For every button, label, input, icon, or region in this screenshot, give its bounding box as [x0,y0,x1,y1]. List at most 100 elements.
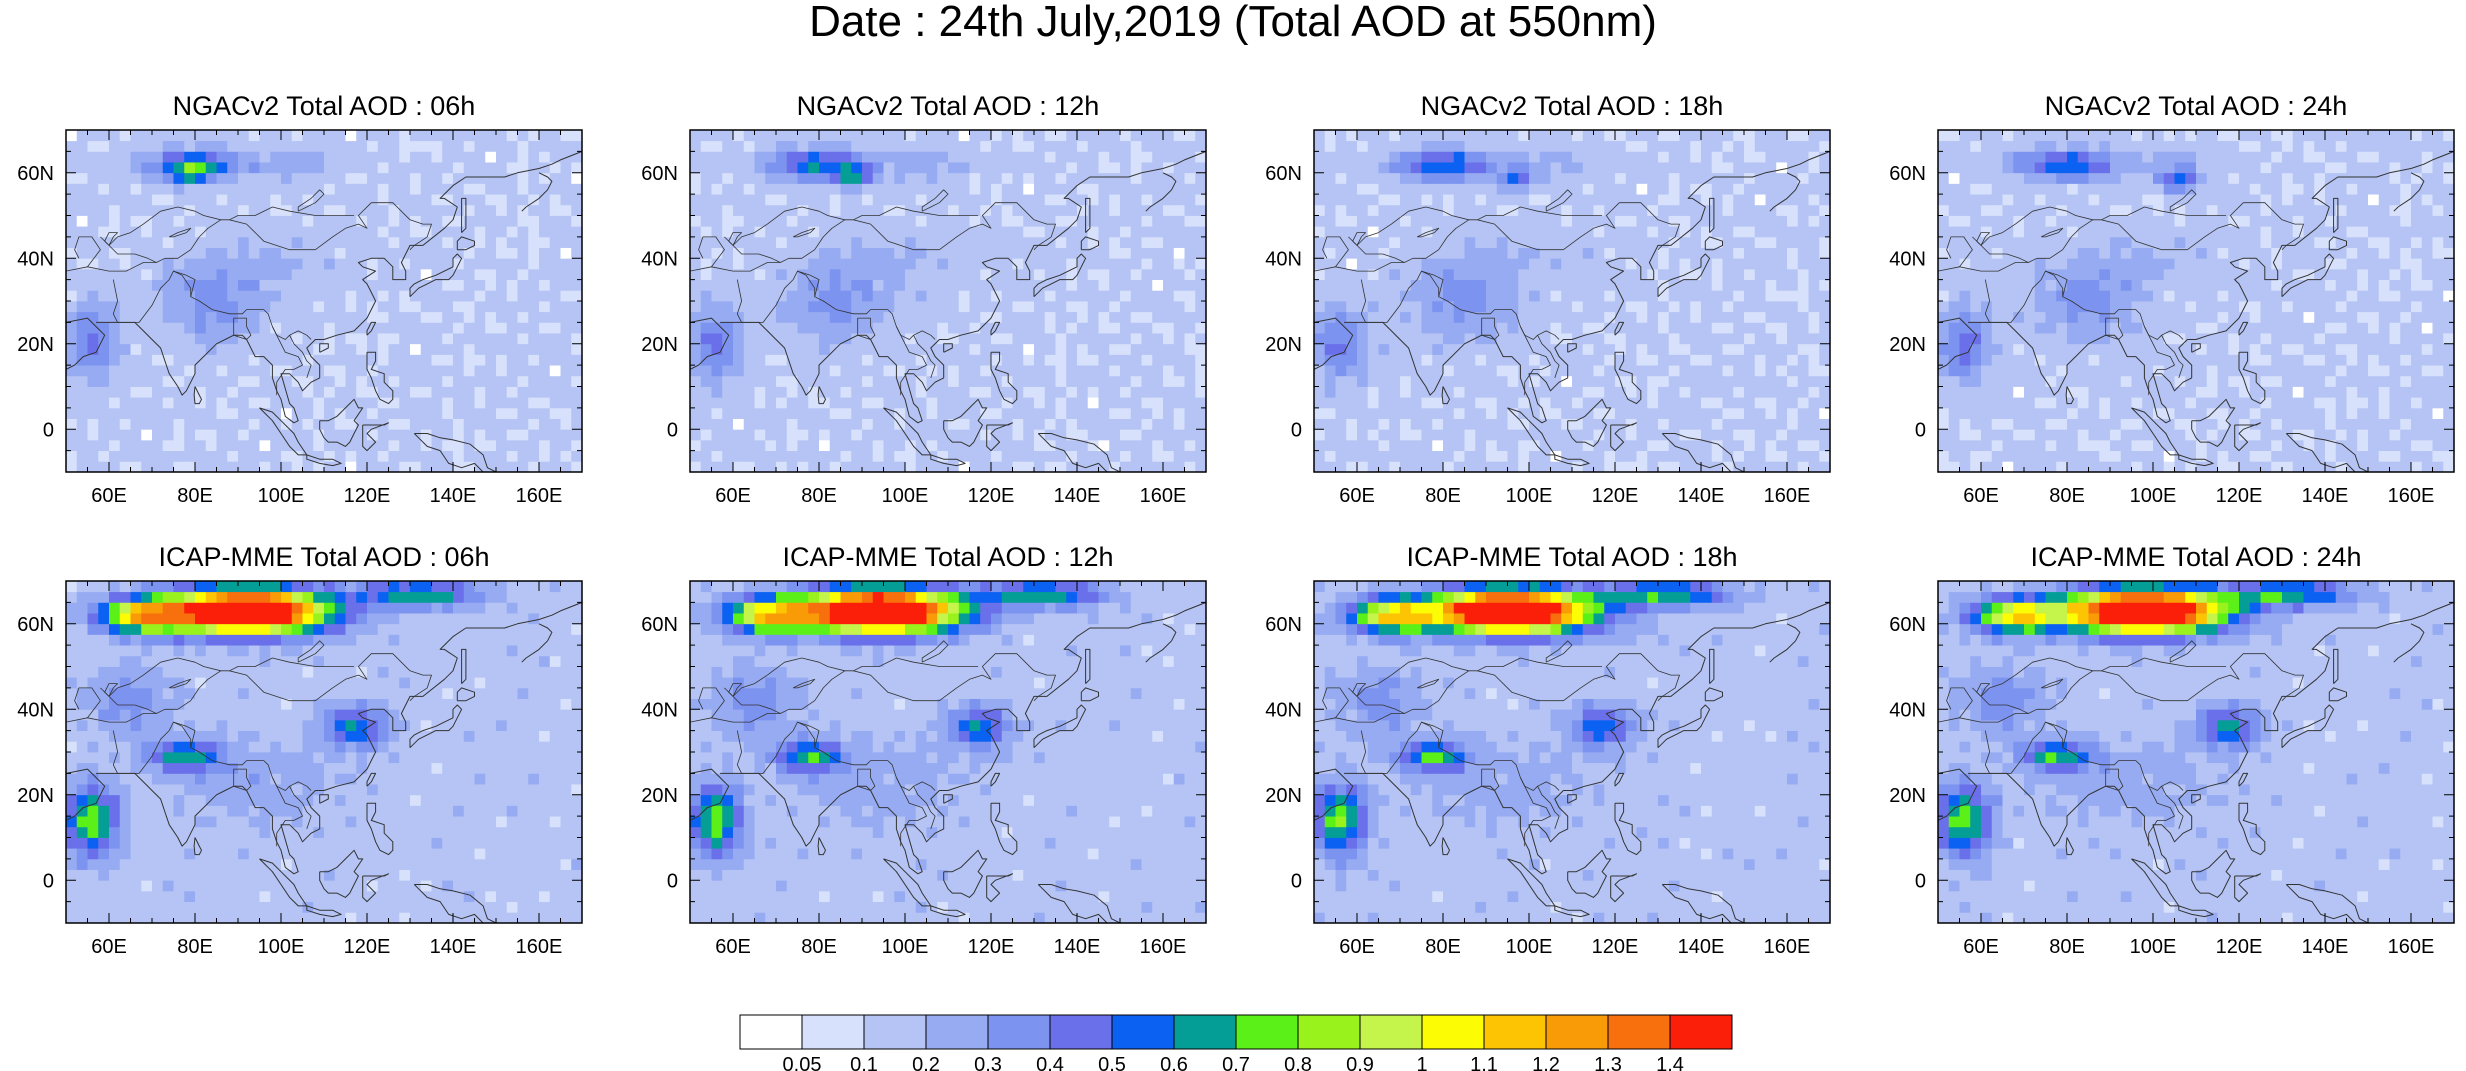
aod-cell [539,375,551,387]
aod-cell [1410,162,1422,174]
aod-cell [1615,130,1627,142]
aod-cell [1184,258,1196,270]
aod-cell [506,439,518,452]
aod-cell [700,130,712,142]
aod-cell [754,418,766,430]
aod-cell [291,236,303,248]
aod-cell [162,461,174,473]
aod-cell [1475,204,1487,216]
aod-cell [1808,429,1820,441]
aod-cell [1819,343,1831,355]
aod-cell [528,343,540,355]
aod-cell [463,268,475,281]
aod-cell [1744,236,1756,248]
aod-cell [1023,365,1035,377]
aod-cell [1346,162,1358,174]
aod-cell [1733,258,1745,270]
aod-cell [539,215,551,227]
aod-cell [173,322,185,334]
aod-cell [173,418,185,430]
aod-cell [76,172,88,184]
aod-cell [410,375,422,387]
aod-cell [1055,301,1067,313]
aod-cell [1034,204,1046,216]
aod-cell [829,397,841,409]
aod-cell [313,333,325,345]
aod-cell [1346,407,1358,419]
aod-cell [388,140,400,152]
aod-cell [1711,183,1723,195]
aod-cell [1582,172,1594,184]
aod-cell [1733,194,1745,206]
aod-cell [1679,279,1691,291]
aod-cell [1776,258,1788,270]
aod-cell [1464,322,1476,334]
aod-cell [980,461,992,473]
aod-cell [119,268,131,281]
aod-cell [937,279,949,291]
aod-cell [840,301,852,313]
aod-cell [238,461,250,473]
aod-cell [496,343,508,355]
aod-cell [1443,333,1455,345]
aod-cell [119,215,131,227]
aod-cell [1130,290,1142,302]
aod-cell [1550,194,1562,206]
aod-cell [1733,301,1745,313]
aod-cell [560,429,572,441]
aod-cell [1518,397,1530,409]
aod-cell [463,461,475,473]
aod-cell [345,343,357,355]
aod-cell [356,194,368,206]
aod-cell [1335,450,1347,462]
aod-cell [1012,386,1024,398]
aod-cell [302,215,314,227]
aod-cell [367,407,379,419]
aod-cell [1819,226,1831,238]
aod-cell [98,194,110,206]
aod-cell [98,354,110,366]
aod-cell [227,204,239,216]
aod-cell [1819,461,1831,473]
aod-cell [1615,268,1627,281]
aod-cell [345,386,357,398]
aod-cell [205,247,217,259]
aod-cell [528,375,540,387]
aod-cell [1087,375,1099,387]
aod-cell [700,343,712,355]
aod-cell [248,375,260,387]
aod-cell [1808,162,1820,174]
aod-cell [915,343,927,355]
aod-cell [1400,311,1412,323]
aod-cell [87,172,99,184]
aod-cell [1346,397,1358,409]
aod-cell [905,183,917,195]
aod-cell [700,226,712,238]
aod-cell [1604,333,1616,345]
aod-cell [1765,236,1777,248]
aod-cell [1410,258,1422,270]
aod-cell [216,333,228,345]
aod-cell [733,162,745,174]
aod-cell [851,429,863,441]
aod-cell [313,204,325,216]
aod-cell [1550,418,1562,430]
aod-cell [442,226,454,238]
aod-cell [1518,183,1530,195]
aod-cell [1711,461,1723,473]
aod-cell [1615,247,1627,259]
aod-cell [883,461,895,473]
aod-cell [851,268,863,281]
aod-cell [851,450,863,462]
aod-cell [367,354,379,366]
aod-cell [1314,172,1326,184]
aod-cell [195,343,207,355]
aod-cell [334,429,346,441]
aod-cell [1346,375,1358,387]
aod-cell [1529,397,1541,409]
aod-cell [388,407,400,419]
aod-cell [829,226,841,238]
aod-cell [474,301,486,313]
lon-tick-label: 100E [882,485,929,507]
aod-cell [872,215,884,227]
